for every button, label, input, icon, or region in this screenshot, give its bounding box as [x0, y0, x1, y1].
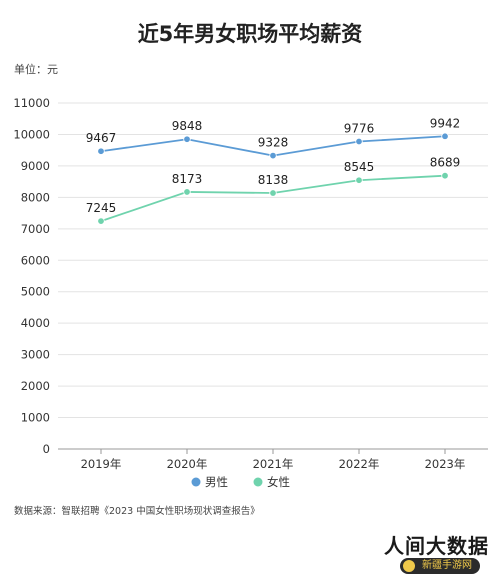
y-tick-label: 11000	[13, 96, 50, 110]
y-tick-label: 6000	[21, 253, 50, 267]
legend-label: 女性	[267, 475, 290, 489]
y-tick-label: 10000	[13, 127, 50, 141]
y-tick-label: 5000	[21, 285, 50, 299]
y-tick-label: 2000	[21, 379, 50, 393]
data-point	[441, 171, 449, 180]
chart-title: 近5年男女职场平均薪资	[137, 22, 363, 46]
data-point	[269, 189, 277, 197]
data-label: 8689	[430, 156, 461, 170]
y-tick-label: 7000	[21, 222, 50, 236]
y-axis-ticks: 0 1000 2000 3000 4000 5000 6000 7000 8000 9000 100…	[13, 96, 50, 456]
y-tick-label: 1000	[21, 411, 50, 425]
x-tick-label: 2020年	[167, 457, 208, 471]
data-label: 9328	[258, 136, 289, 150]
data-point	[183, 188, 191, 196]
data-point	[441, 132, 449, 140]
y-tick-label: 9000	[21, 159, 50, 173]
watermark-badge-text: 新疆手游网	[422, 560, 472, 571]
y-tick-label: 8000	[21, 190, 50, 204]
data-point	[269, 151, 277, 160]
legend-marker	[191, 477, 201, 487]
watermark: 人间大数据 新疆手游网	[372, 528, 490, 580]
data-label: 8173	[172, 172, 203, 186]
data-label: 9776	[344, 122, 375, 136]
data-label: 8138	[258, 173, 289, 187]
x-tick-label: 2022年	[339, 457, 380, 471]
data-point	[97, 217, 105, 225]
legend-marker	[253, 477, 263, 487]
x-axis-ticks: 2019年 2020年 2021年 2022年 2023年	[81, 449, 466, 471]
data-label: 9467	[86, 131, 117, 145]
data-point	[97, 147, 105, 155]
x-tick-label: 2021年	[253, 457, 294, 471]
watermark-badge: 新疆手游网	[400, 558, 480, 574]
x-tick-label: 2019年	[81, 457, 122, 471]
data-point	[183, 135, 191, 143]
y-tick-label: 4000	[21, 316, 50, 330]
data-label: 9942	[430, 116, 461, 130]
badge-logo-icon	[403, 560, 415, 572]
data-label: 8545	[344, 160, 375, 174]
data-label: 9848	[172, 119, 203, 133]
y-tick-label: 3000	[21, 348, 50, 362]
data-point	[355, 176, 363, 184]
legend: 男性 女性	[191, 475, 290, 489]
legend-label: 男性	[205, 475, 228, 489]
data-label: 7245	[86, 201, 117, 215]
source-note: 数据来源：智联招聘《2023 中国女性职场现状调查报告》	[14, 506, 260, 517]
x-tick-label: 2023年	[425, 457, 466, 471]
data-point	[355, 137, 363, 146]
y-tick-label: 0	[43, 442, 50, 456]
series-lines: 9467 9848 9328 9776 9942 7245 8173 8138 8545 8689	[86, 116, 461, 225]
watermark-text: 人间大数据	[384, 534, 489, 558]
unit-label: 单位：元	[14, 63, 58, 76]
